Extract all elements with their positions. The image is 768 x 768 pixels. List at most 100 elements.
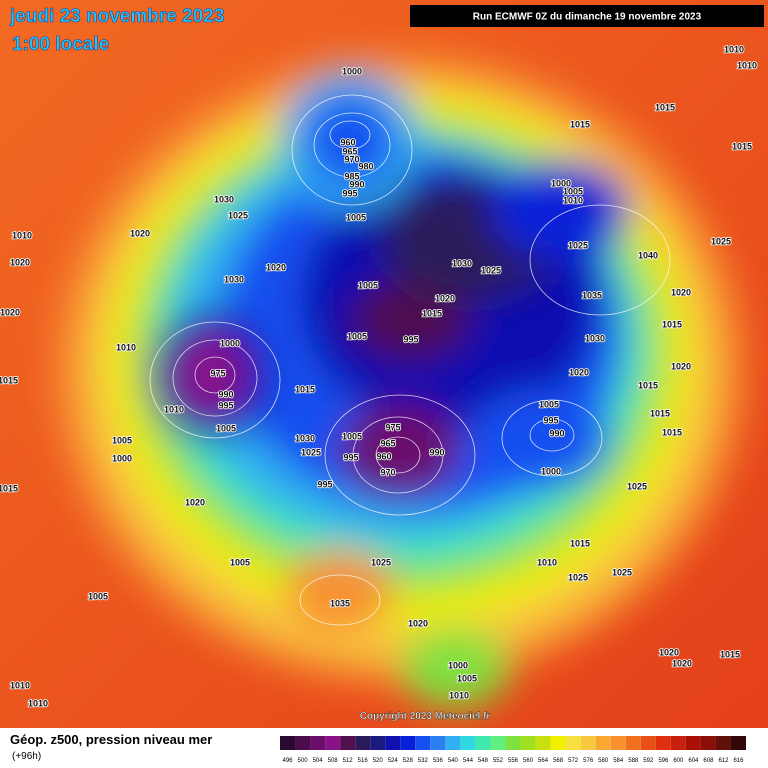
legend-label: 520: [373, 758, 384, 764]
run-box: [410, 5, 764, 27]
pressure-label: 1025: [612, 567, 632, 577]
pressure-label: 1005: [358, 280, 378, 290]
pressure-label: 975: [385, 422, 400, 432]
pressure-label: 960: [340, 137, 355, 147]
legend-label: 572: [568, 758, 579, 764]
pressure-label: 1020: [659, 647, 679, 657]
legend-swatch: [715, 736, 731, 750]
legend-swatch: [475, 736, 491, 750]
pressure-label: 995: [403, 334, 418, 344]
pressure-label: 995: [342, 188, 357, 198]
legend-label: 496: [283, 758, 294, 764]
pressure-label: 1030: [452, 258, 472, 268]
pressure-label: 1010: [12, 230, 32, 240]
pressure-label: 1005: [216, 423, 236, 433]
pressure-label: 985: [344, 171, 359, 181]
pressure-label: 1020: [672, 658, 692, 668]
pressure-label: 1020: [408, 618, 428, 628]
pressure-label: 1025: [711, 236, 731, 246]
pressure-label: 1020: [10, 257, 30, 267]
pressure-label: 1020: [671, 287, 691, 297]
legend-label: 576: [583, 758, 594, 764]
time-title: 1:00 locale: [12, 34, 109, 55]
legend-swatch: [655, 736, 671, 750]
legend-label: 608: [703, 758, 714, 764]
pressure-label: 995: [343, 452, 358, 462]
legend-label: 532: [418, 758, 429, 764]
pressure-label: 1010: [563, 195, 583, 205]
date-title: jeudi 23 novembre 2023: [9, 6, 224, 27]
pressure-label: 1005: [230, 557, 250, 567]
legend-swatch: [385, 736, 401, 750]
legend-swatch: [520, 736, 536, 750]
pressure-label: 970: [344, 154, 359, 164]
legend-swatch: [670, 736, 686, 750]
pressure-label: 1005: [563, 186, 583, 196]
legend-swatch: [445, 736, 461, 750]
legend-swatch: [325, 736, 341, 750]
pressure-label: 1015: [720, 649, 740, 659]
field-name: Géop. z500, pression niveau mer: [10, 732, 212, 747]
pressure-label: 1020: [185, 497, 205, 507]
pressure-label: 1005: [539, 399, 559, 409]
legend-label: 560: [523, 758, 534, 764]
pressure-label: 1020: [130, 228, 150, 238]
pressure-labels: 1000960965970980985990995100510301025101…: [0, 44, 758, 710]
legend-label: 548: [478, 758, 489, 764]
legend-swatch: [505, 736, 521, 750]
pressure-label: 990: [349, 179, 364, 189]
legend-swatch: [700, 736, 716, 750]
pressure-label: 1020: [435, 293, 455, 303]
legend-swatch: [280, 736, 296, 750]
copyright: Copyright 2023 Meteociel.fr: [360, 711, 491, 722]
pressure-label: 960: [376, 451, 391, 461]
pressure-label: 1015: [638, 380, 658, 390]
pressure-label: 1005: [342, 431, 362, 441]
legend-swatch: [370, 736, 386, 750]
legend-label: 616: [733, 758, 744, 764]
pressure-label: 1005: [112, 435, 132, 445]
pressure-label: 1015: [295, 384, 315, 394]
pressure-label: 975: [210, 368, 225, 378]
pressure-label: 1000: [220, 338, 240, 348]
pressure-label: 1025: [627, 481, 647, 491]
legend-label: 600: [673, 758, 684, 764]
legend-label: 592: [643, 758, 654, 764]
legend-label: 568: [553, 758, 564, 764]
pressure-label: 990: [218, 389, 233, 399]
pressure-label: 995: [317, 479, 332, 489]
legend-swatch: [295, 736, 311, 750]
legend-swatch: [685, 736, 701, 750]
pressure-label: 1015: [570, 538, 590, 548]
pressure-label: 1005: [457, 673, 477, 683]
legend-label: 500: [298, 758, 309, 764]
pressure-label: 1015: [650, 408, 670, 418]
pressure-label: 1020: [671, 361, 691, 371]
legend-label: 584: [613, 758, 624, 764]
pressure-label: 990: [429, 447, 444, 457]
legend-label: 552: [493, 758, 504, 764]
legend-swatch: [625, 736, 641, 750]
legend-swatch: [340, 736, 356, 750]
run-info: Run ECMWF 0Z du dimanche 19 novembre 202…: [473, 12, 702, 23]
pressure-label: 995: [543, 415, 558, 425]
pressure-label: 1015: [655, 102, 675, 112]
lead-time: (+96h): [12, 751, 41, 762]
pressure-label: 1015: [422, 308, 442, 318]
pressure-label: 965: [342, 146, 357, 156]
legend-swatch: [640, 736, 656, 750]
pressure-label: 1025: [568, 240, 588, 250]
legend-swatch: [430, 736, 446, 750]
legend-swatch: [310, 736, 326, 750]
pressure-label: 1015: [662, 427, 682, 437]
pressure-label: 1015: [662, 319, 682, 329]
legend-label: 504: [313, 758, 324, 764]
pressure-label: 1035: [330, 598, 350, 608]
pressure-label: 1010: [10, 680, 30, 690]
pressure-label: 1010: [449, 690, 469, 700]
legend-swatch: [565, 736, 581, 750]
legend-swatch: [460, 736, 476, 750]
pressure-label: 1000: [541, 466, 561, 476]
